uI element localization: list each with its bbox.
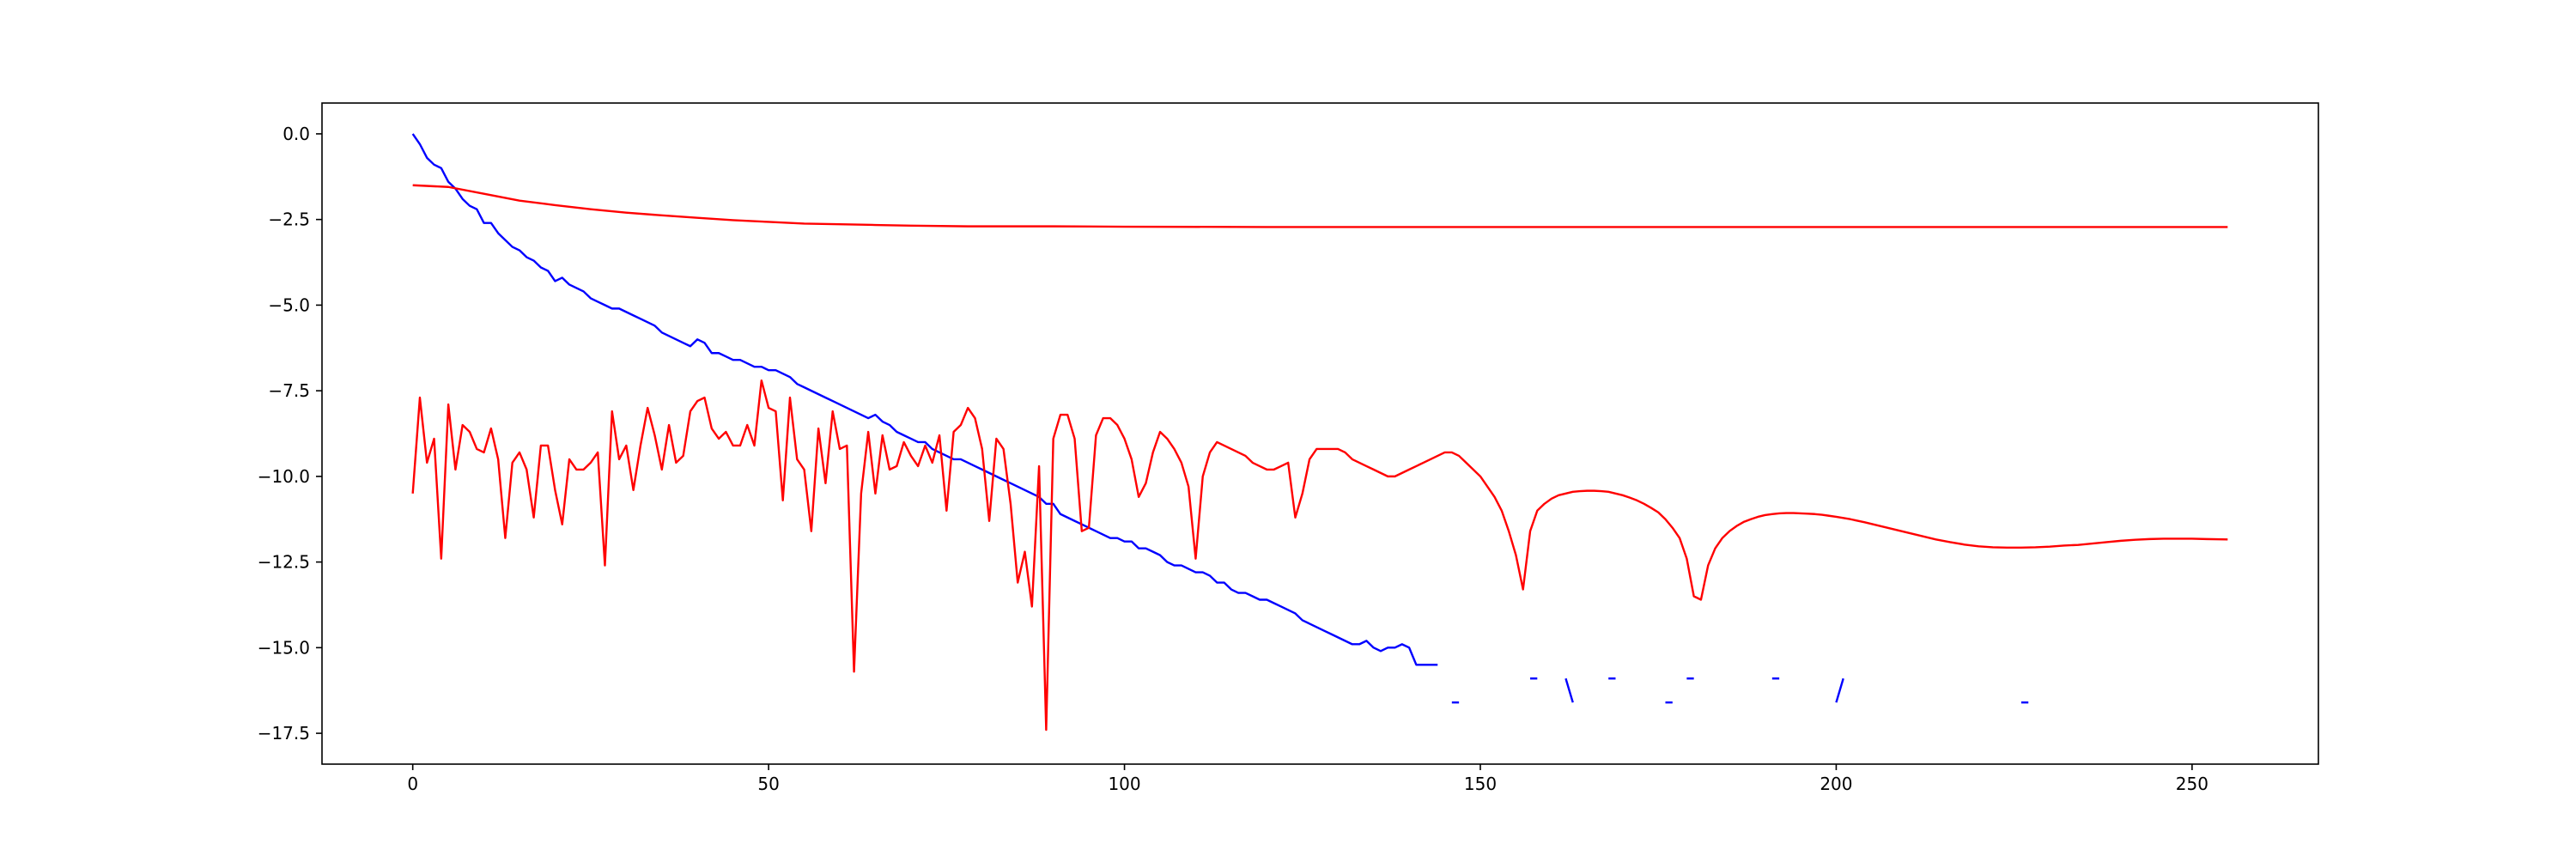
- x-tick-label: 250: [2176, 774, 2208, 794]
- y-tick-label: −15.0: [258, 637, 310, 658]
- y-tick-label: −2.5: [268, 209, 310, 230]
- x-axis: 0 50 100 150 200 250: [407, 764, 2208, 794]
- y-tick-label: −17.5: [258, 723, 310, 744]
- series-line-2: [412, 184, 2228, 228]
- y-axis: 0.0 −2.5 −5.0 −7.5 −10.0 −12.5 −15.0 −17.5: [258, 124, 322, 744]
- axes-layer: [321, 102, 2319, 765]
- x-tick-label: 200: [1820, 774, 1852, 794]
- series-1-segment-2: [1564, 677, 1574, 703]
- y-tick-label: −5.0: [268, 294, 310, 315]
- x-tick-label: 50: [757, 774, 779, 794]
- y-tick-label: −12.5: [258, 552, 310, 573]
- x-tick-label: 0: [407, 774, 418, 794]
- y-tick-label: −10.0: [258, 466, 310, 487]
- series-line-0: [411, 133, 1438, 666]
- y-tick-label: 0.0: [283, 124, 310, 144]
- series-line-3: [411, 379, 2228, 731]
- series-1-segment-7: [1835, 677, 1844, 703]
- x-tick-label: 150: [1464, 774, 1497, 794]
- plot-area-frame: [321, 102, 2319, 765]
- y-tick-label: −7.5: [268, 380, 310, 401]
- x-tick-label: 100: [1108, 774, 1140, 794]
- series-layer: [411, 133, 2228, 731]
